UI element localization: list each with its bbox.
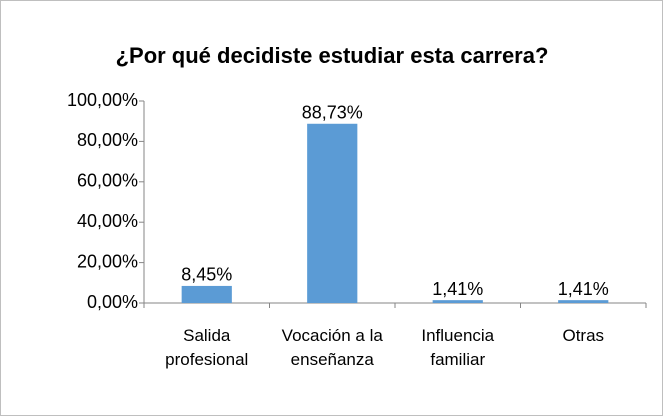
x-tick-label: Salida profesional bbox=[165, 326, 249, 369]
y-tick-label: 40,00% bbox=[77, 211, 138, 231]
y-tick-label: 60,00% bbox=[77, 171, 138, 191]
value-label: 8,45% bbox=[181, 265, 232, 285]
value-label: 1,41% bbox=[432, 279, 483, 299]
value-label: 1,41% bbox=[558, 279, 609, 299]
chart-title: ¿Por qué decidiste estudiar esta carrera… bbox=[116, 43, 549, 68]
y-tick-label: 20,00% bbox=[77, 251, 138, 271]
bar bbox=[307, 123, 358, 303]
x-tick-label: Influencia familiar bbox=[421, 326, 495, 369]
y-tick-label: 0,00% bbox=[87, 292, 138, 312]
bar bbox=[558, 300, 609, 303]
y-tick-label: 80,00% bbox=[77, 130, 138, 150]
x-tick-label: Vocación a la enseñanza bbox=[281, 326, 383, 369]
value-label: 88,73% bbox=[302, 103, 363, 123]
bar bbox=[181, 285, 232, 303]
bar bbox=[432, 300, 483, 303]
x-tick-label: Otras bbox=[562, 326, 605, 345]
y-tick-label: 100,00% bbox=[67, 90, 138, 110]
